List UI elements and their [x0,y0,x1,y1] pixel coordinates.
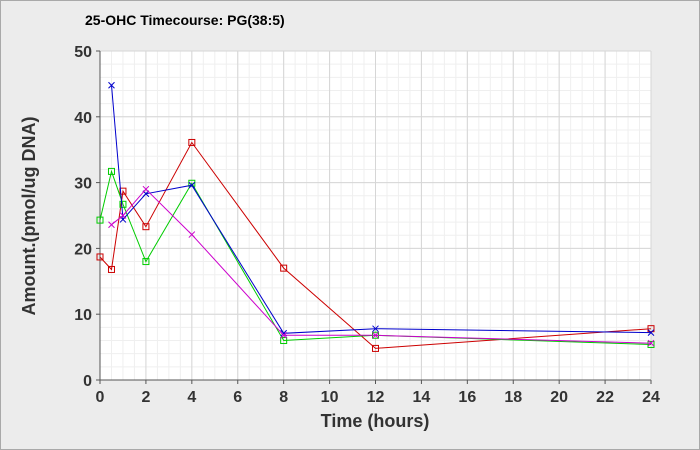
data-point [188,231,196,238]
data-point [372,344,379,352]
data-point [96,216,104,224]
data-point [188,181,196,189]
y-tick-label: 30 [74,176,92,193]
data-point-stroke [108,81,115,89]
data-point [280,331,288,339]
y-tick-label: 10 [74,307,92,324]
data-point-stroke [647,339,655,347]
y-tick-label: 40 [74,110,92,127]
data-point-stroke [280,331,288,339]
data-point [372,331,379,339]
x-tick-label: 18 [504,389,522,406]
data-point [188,179,196,187]
data-point [647,340,655,348]
series-4 [108,185,655,347]
y-tick-label: 50 [74,44,92,61]
data-point [647,329,655,336]
data-point [188,138,196,146]
data-point [108,81,115,89]
data-point-stroke [280,329,288,337]
data-point-stroke [188,231,196,238]
data-point-stroke [372,325,379,333]
x-tick-label: 16 [458,389,476,406]
data-point [107,265,115,273]
series-layer [96,81,655,352]
data-point-stroke [372,331,379,339]
data-point [280,337,288,345]
data-point-stroke [142,185,150,193]
data-point [119,187,127,195]
x-tick-label: 10 [321,389,339,406]
y-axis-label: Amount.(pmol/ug DNA) [19,117,39,316]
x-tick-label: 20 [550,389,568,406]
data-point [142,223,150,231]
x-tick-label: 0 [96,389,105,406]
x-tick-label: 12 [367,389,385,406]
data-point [142,185,150,193]
x-tick-label: 24 [642,389,660,406]
data-point [647,325,655,333]
chart-title: 25-OHC Timecourse: PG(38:5) [85,12,285,28]
x-axis-label: Time (hours) [321,411,430,431]
grid [99,50,652,381]
data-point [119,212,127,219]
data-point [108,221,115,229]
x-tick-label: 2 [141,389,150,406]
data-point [119,200,127,208]
series-2 [96,167,655,348]
data-point-stroke [188,181,196,189]
x-tick-label: 8 [279,389,288,406]
x-tick-label: 4 [187,389,196,406]
data-point-stroke [647,329,655,336]
y-tick-label: 20 [74,241,92,258]
series-line [99,169,652,345]
x-tick-label: 14 [413,389,431,406]
data-point-stroke [108,221,115,229]
data-point [280,264,288,272]
data-point [142,258,150,266]
x-tick-label: 22 [596,389,614,406]
data-point [647,339,655,347]
x-tick-label: 6 [233,389,242,406]
data-point-stroke [119,212,127,219]
data-point [96,253,104,261]
series-3 [108,81,655,337]
data-point [107,167,115,175]
y-tick-label: 0 [83,373,92,390]
data-point [372,325,379,333]
